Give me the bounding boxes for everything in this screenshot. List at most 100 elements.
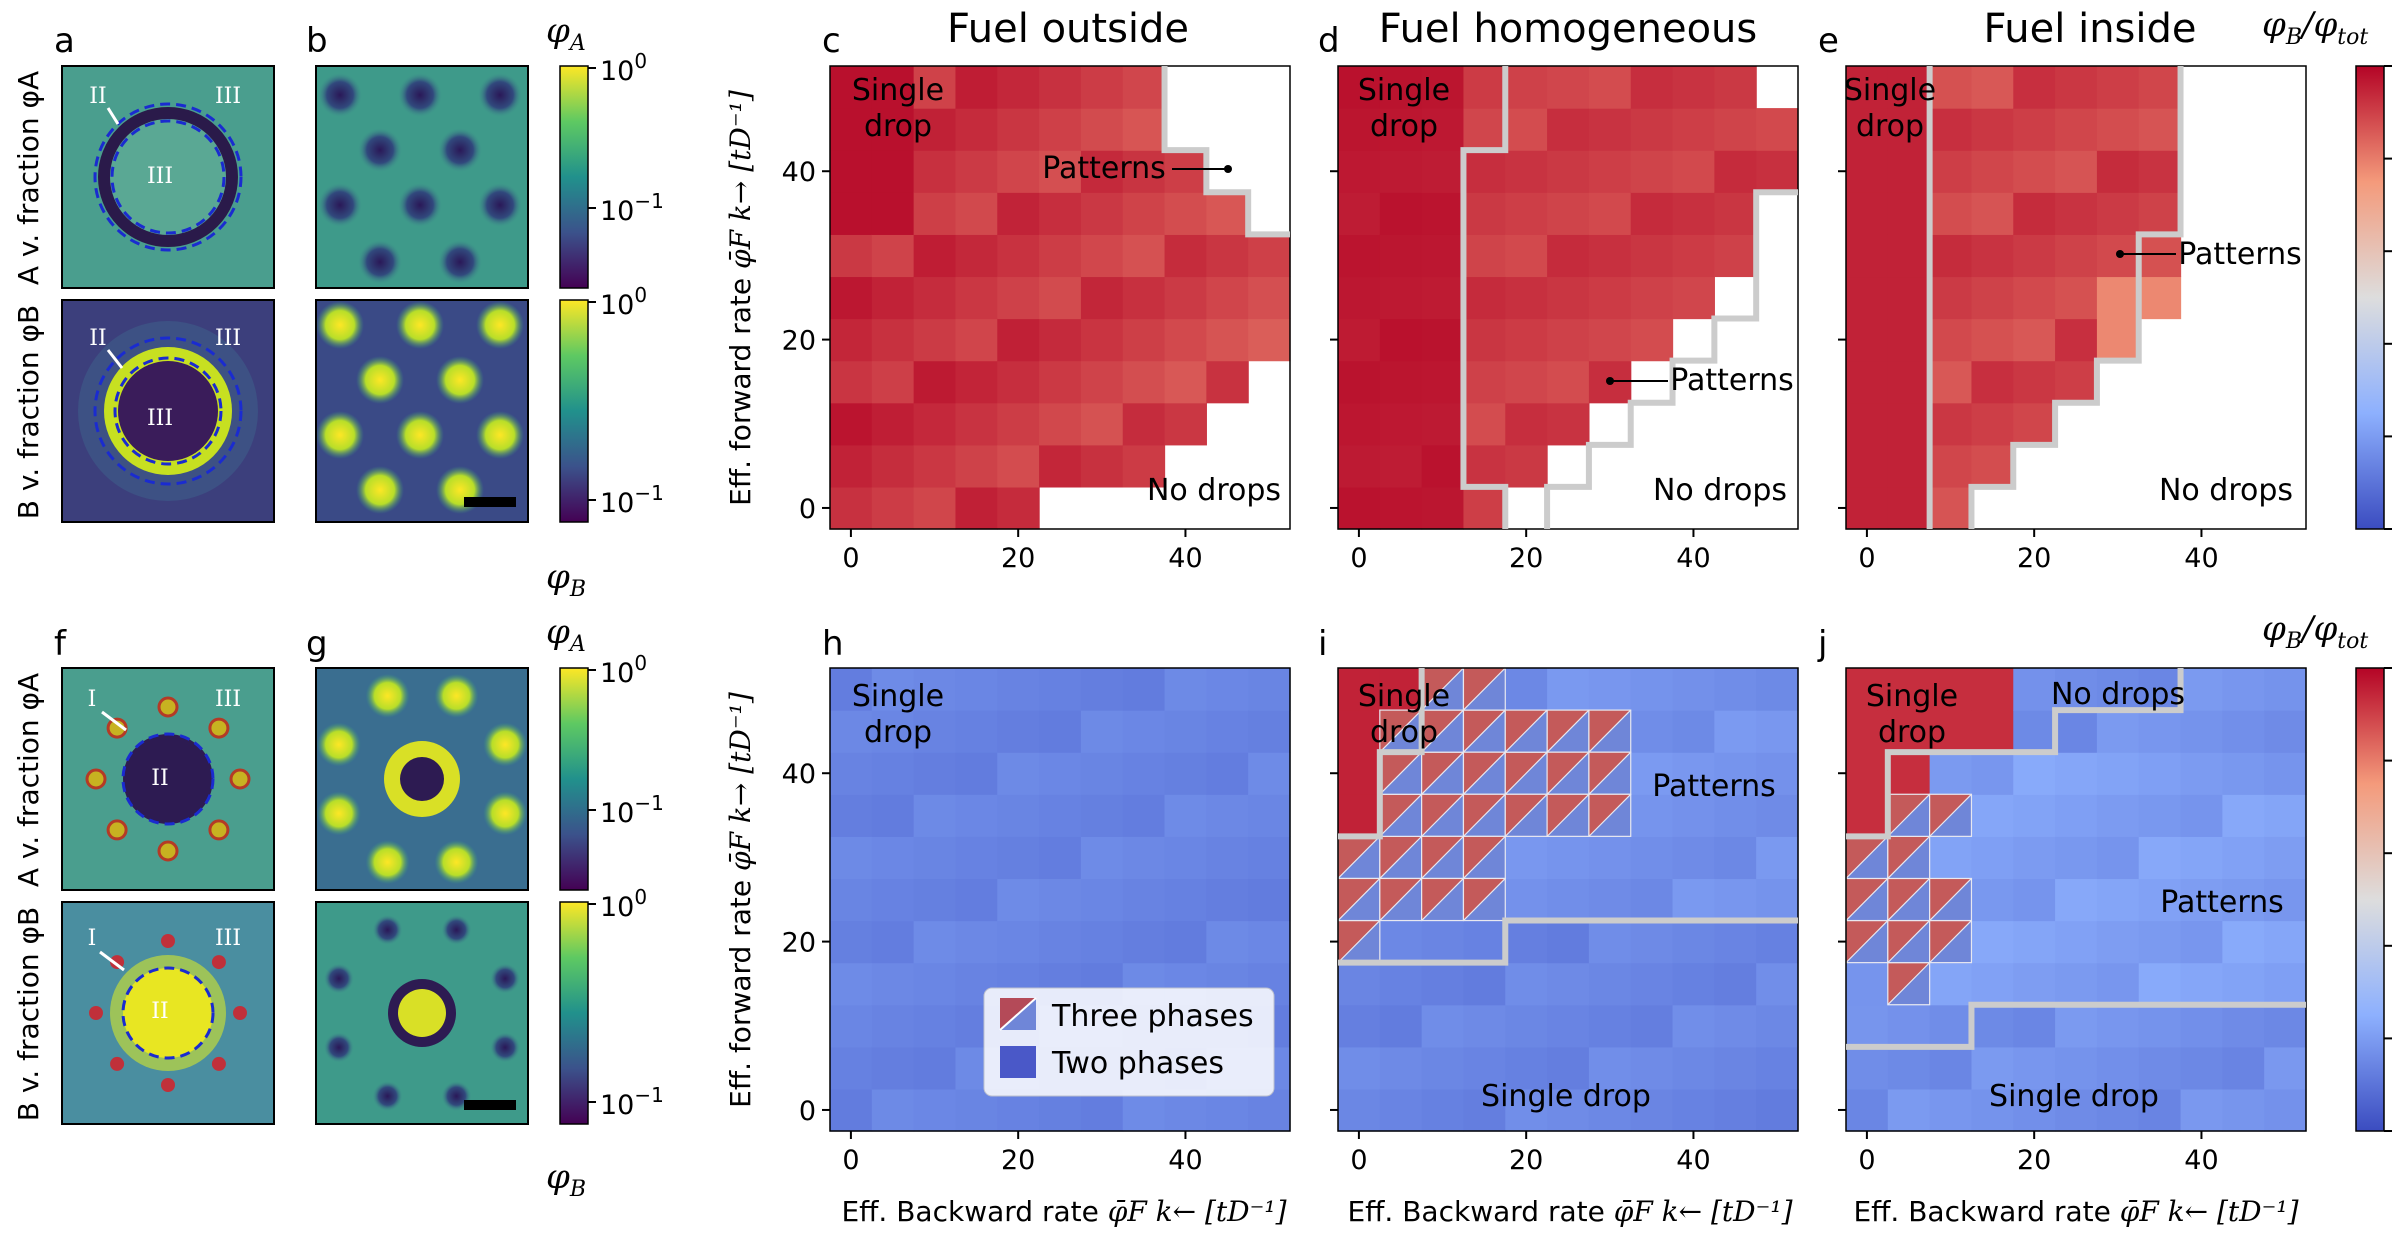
panel-frame xyxy=(315,299,529,523)
phi-sub: B xyxy=(569,577,586,602)
heat-cell xyxy=(1463,108,1506,151)
heat-cell xyxy=(2096,192,2140,235)
phi-label: φB xyxy=(546,557,586,602)
heat-cell xyxy=(997,668,1040,711)
heat-cell xyxy=(1630,150,1674,193)
heat-cell xyxy=(1421,1088,1465,1132)
heat-cell xyxy=(1421,444,1465,488)
heat-cell xyxy=(1463,318,1506,362)
heat-cell xyxy=(1714,192,1757,235)
heat-cell xyxy=(1672,962,1715,1006)
title-c: Fuel outside xyxy=(947,6,1189,52)
panel-letter-g: g xyxy=(306,624,328,664)
heat-cell xyxy=(1630,836,1674,880)
heat-cell xyxy=(1206,318,1249,362)
heat-cell xyxy=(1122,920,1166,964)
cbar-tick-label: 100 xyxy=(600,283,647,321)
heat-cell xyxy=(871,402,915,446)
heat-cell xyxy=(1206,192,1249,235)
heat-cell xyxy=(1846,234,1889,278)
g-top-spot xyxy=(434,840,479,885)
heat-cell xyxy=(1080,66,1124,109)
heat-cell xyxy=(871,710,915,753)
g-top-spot xyxy=(365,673,410,718)
heat-cell xyxy=(1971,836,2014,880)
heat-cell xyxy=(830,276,873,320)
heat-cell xyxy=(2180,1004,2223,1048)
heat-cell xyxy=(1971,962,2014,1006)
heat-cell xyxy=(1929,402,1973,446)
heat-cell xyxy=(1248,920,1291,964)
heat-cell xyxy=(2180,668,2223,711)
heat-cell xyxy=(1206,710,1249,753)
heat-cell xyxy=(955,66,998,109)
heat-cell xyxy=(1122,710,1166,753)
three-phase-diag xyxy=(1421,878,1464,921)
heat-cell xyxy=(1630,192,1674,235)
heat-cell xyxy=(1887,150,1931,193)
heat-cell xyxy=(1929,1046,1973,1090)
y-tick-label: 0 xyxy=(799,494,816,525)
label-patterns-c: Patterns xyxy=(1042,151,1166,186)
heat-cell xyxy=(1547,192,1590,235)
heat-cell xyxy=(1039,66,1082,109)
x-tick-label: 40 xyxy=(1168,543,1202,574)
heat-cell xyxy=(2138,108,2182,151)
heat-cell xyxy=(1846,1004,1889,1048)
label-single-drop-e: Single drop xyxy=(1844,73,1936,144)
heat-cell xyxy=(1421,192,1465,235)
heat-cell xyxy=(1122,794,1166,837)
heat-cell xyxy=(1714,150,1757,193)
heat-cell xyxy=(1630,794,1674,837)
cbar-title: φB/φtot xyxy=(2262,5,2368,50)
heat-cell xyxy=(1929,710,1973,753)
heat-cell xyxy=(871,444,915,488)
heat-cell xyxy=(913,752,957,795)
heat-cell xyxy=(997,108,1040,151)
heat-cell xyxy=(997,836,1040,880)
heat-cell xyxy=(1630,668,1674,711)
panel-f-bottom xyxy=(62,902,274,1124)
f-bot-drop xyxy=(233,1006,247,1020)
heat-cell xyxy=(2264,878,2307,922)
heat-cell xyxy=(997,234,1040,278)
heat-cell xyxy=(1971,1088,2014,1132)
heat-cell xyxy=(2055,276,2098,320)
region-label: I xyxy=(88,687,97,712)
heat-cell xyxy=(1846,108,1889,151)
heat-cell xyxy=(871,668,915,711)
heat-cell xyxy=(2222,1046,2265,1090)
region-label: III xyxy=(215,926,241,951)
heat-cell xyxy=(871,234,915,278)
b-bot-spot xyxy=(316,301,364,349)
heat-cell xyxy=(1929,962,1973,1006)
heat-cell xyxy=(1971,66,2014,109)
f-bot-drop xyxy=(211,1056,226,1071)
heat-cell xyxy=(913,486,957,530)
heat-cell xyxy=(1846,794,1889,837)
panel-letter-i: i xyxy=(1318,624,1327,664)
heat-cell xyxy=(1206,878,1249,922)
heat-cell xyxy=(1338,1004,1381,1048)
three-phase-diag xyxy=(1588,709,1632,753)
phi-sub: A xyxy=(568,31,586,56)
heat-cell xyxy=(1039,108,1082,151)
heat-cell xyxy=(1756,752,1799,795)
cbar-title-sub2: tot xyxy=(2337,629,2368,654)
heat-cell xyxy=(1505,192,1548,235)
heat-cell xyxy=(913,276,957,320)
f-top-drop xyxy=(157,840,179,862)
heat-cell xyxy=(830,444,873,488)
x-axis-sym: φ̄F k← [tD⁻¹] xyxy=(1614,1195,1793,1228)
heat-cell xyxy=(1379,234,1423,278)
heat-cell xyxy=(2264,836,2307,880)
heat-cell xyxy=(1080,318,1124,362)
heat-cell xyxy=(1846,668,1889,711)
heat-cell xyxy=(2222,752,2265,795)
heat-cell xyxy=(1379,108,1423,151)
heat-cell xyxy=(1547,360,1590,404)
heat-cell xyxy=(1164,318,1207,362)
heat-cell xyxy=(1846,402,1889,446)
heat-cell xyxy=(1122,360,1166,404)
